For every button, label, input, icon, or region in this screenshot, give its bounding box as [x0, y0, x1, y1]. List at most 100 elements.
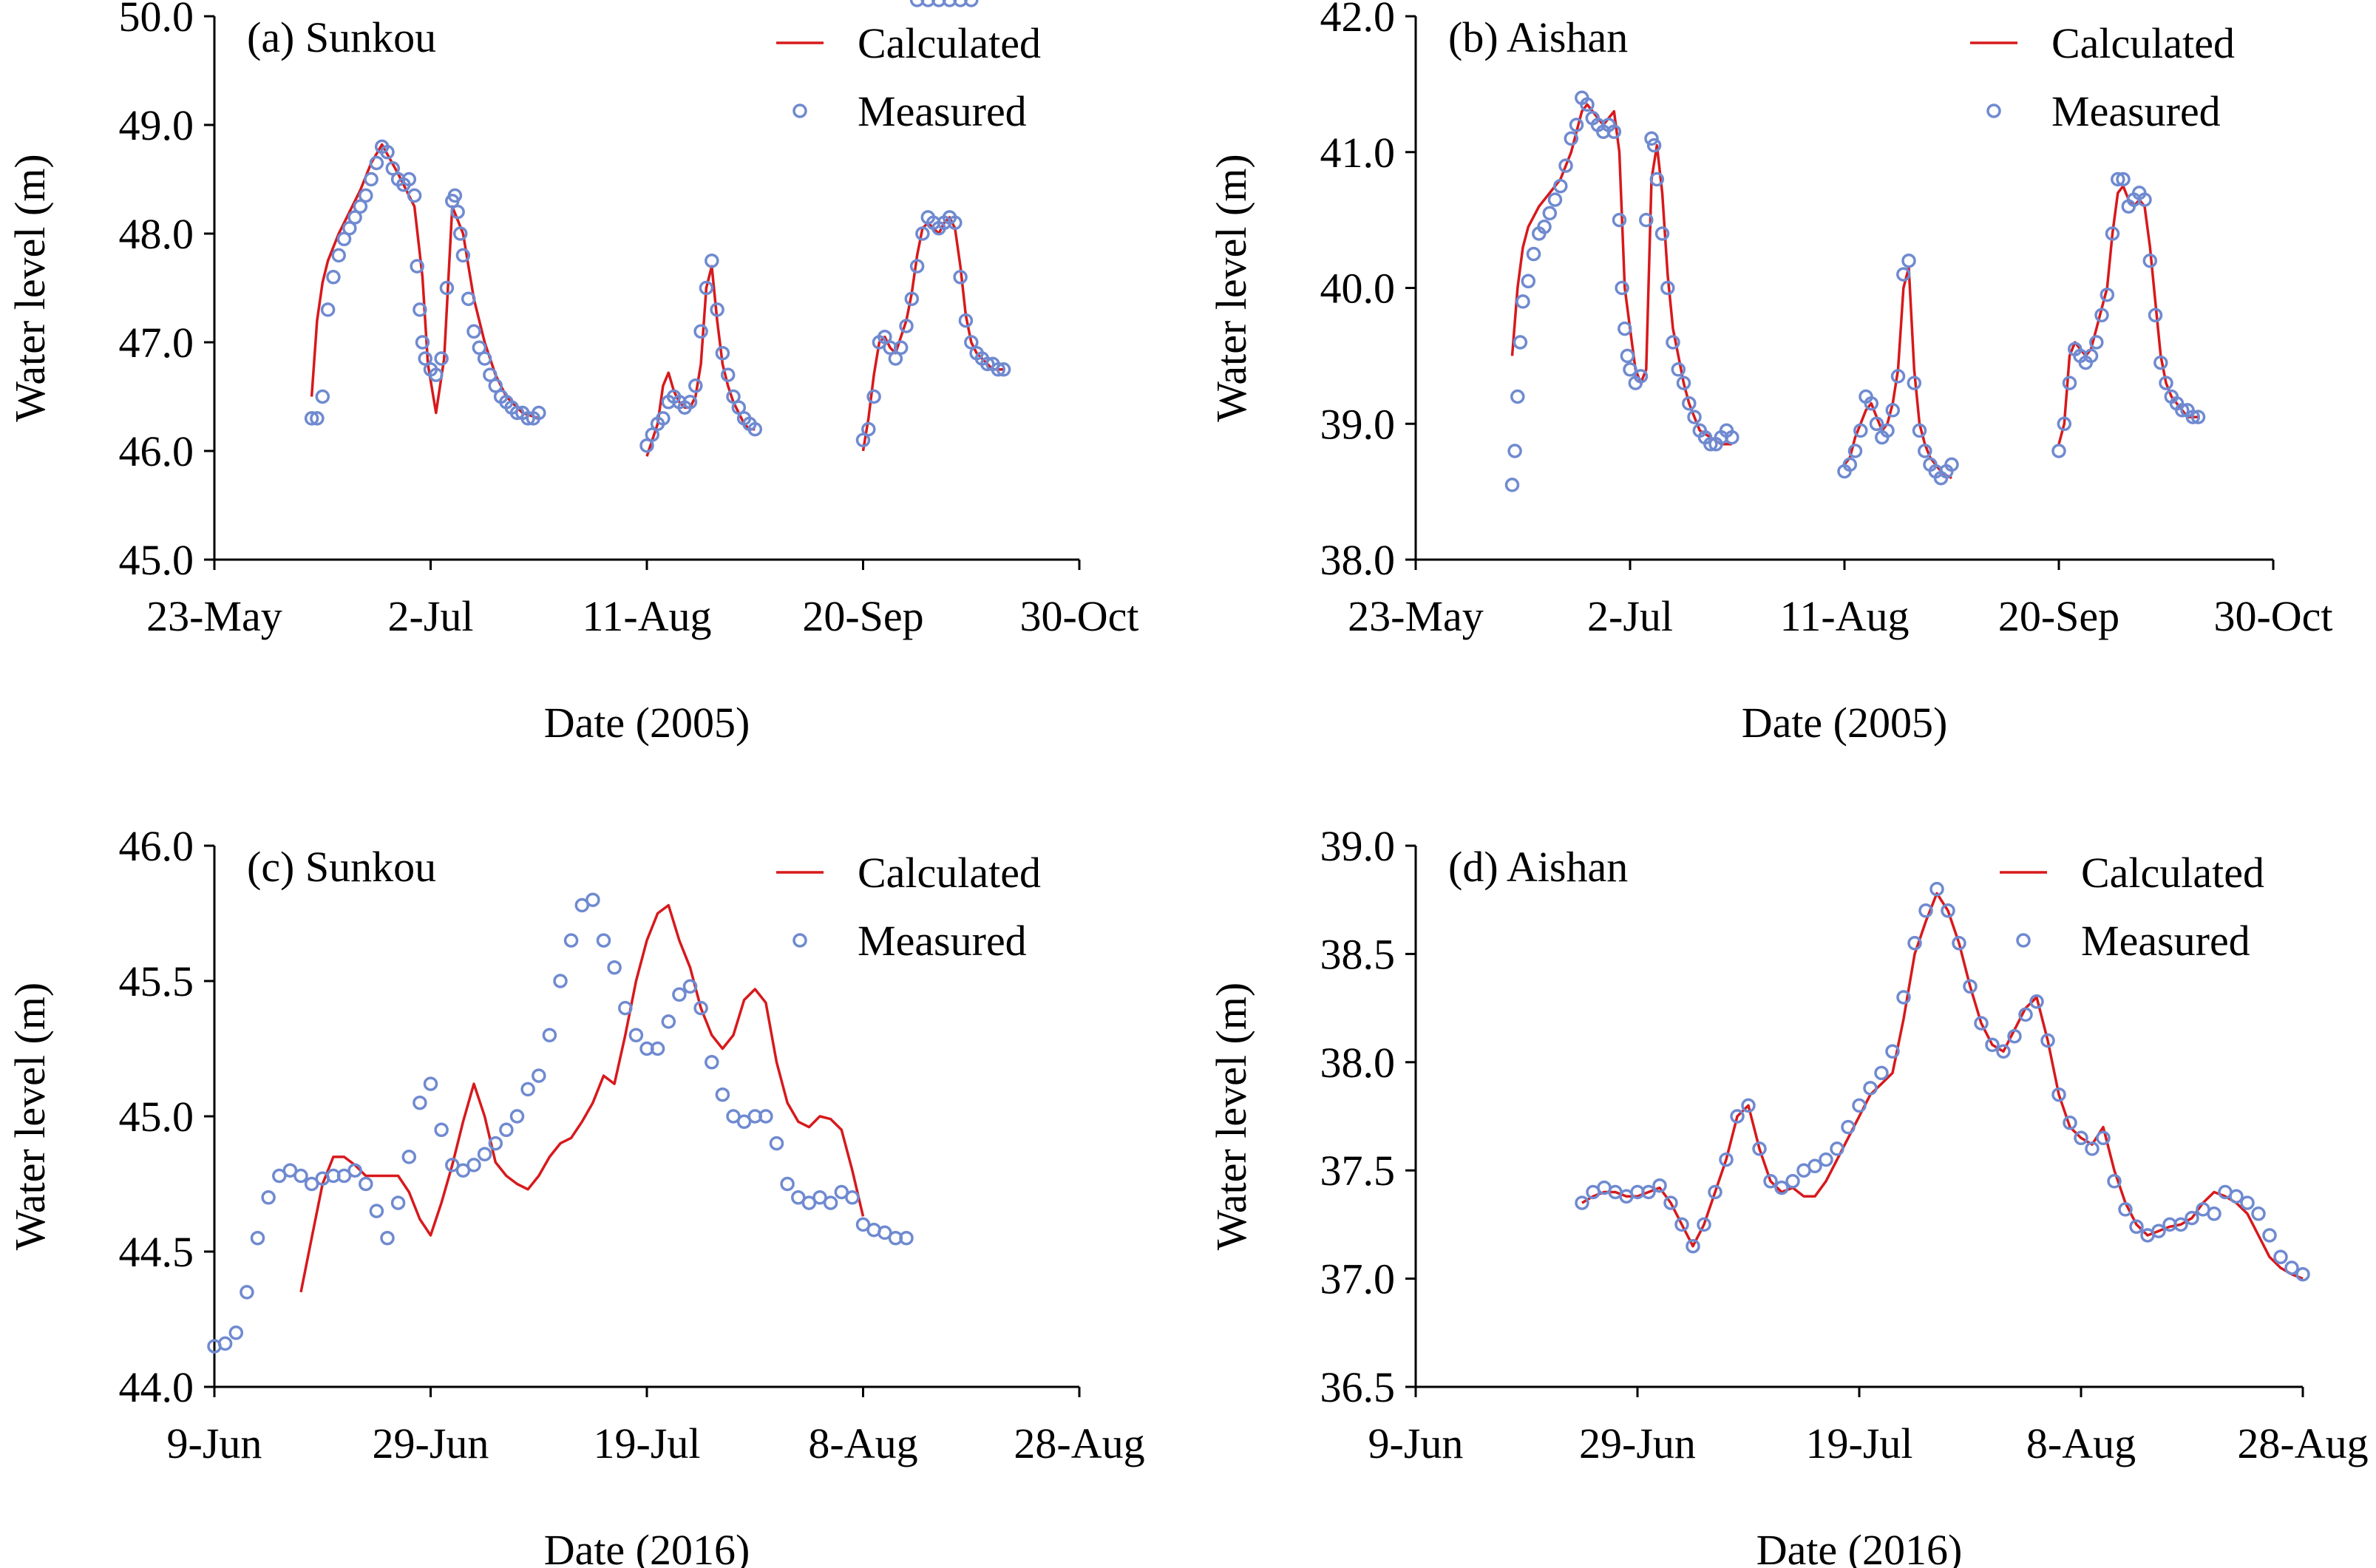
legend-measured-swatch — [1986, 103, 2001, 118]
measured-point — [2229, 1189, 2244, 1204]
measured-point — [893, 340, 909, 356]
calculated-series-line — [1581, 892, 2304, 1280]
measured-point — [1880, 423, 1895, 438]
measured-point — [693, 324, 708, 339]
measured-point — [705, 1055, 719, 1070]
measured-point — [434, 1122, 449, 1138]
measured-point — [1660, 280, 1675, 296]
measured-point — [461, 291, 476, 306]
measured-point — [888, 351, 903, 366]
measured-point — [2051, 444, 2066, 458]
measured-point — [585, 892, 600, 907]
measured-point — [2007, 1028, 2022, 1044]
measured-point — [682, 979, 698, 994]
panel-title: (b) Aishan — [1448, 13, 1628, 61]
measured-point — [769, 1136, 784, 1151]
measured-point — [878, 329, 892, 345]
measured-point — [2100, 287, 2115, 302]
legend-calculated-label: Calculated — [858, 849, 1041, 897]
measured-point — [1623, 362, 1637, 377]
measured-point — [293, 1168, 308, 1184]
measured-point — [2029, 994, 2044, 1009]
legend-measured-label: Measured — [858, 87, 1027, 135]
y-axis-title: Water level (m) — [1207, 982, 1255, 1250]
x-axis-title: Date (2005) — [1742, 699, 1948, 747]
calculated-series-line — [861, 216, 1004, 452]
measured-point — [715, 345, 730, 361]
measured-point — [710, 302, 724, 317]
measured-point — [353, 199, 368, 214]
measured-point — [1918, 903, 1933, 918]
measured-point — [909, 0, 925, 7]
x-tick-label: 8-Aug — [808, 1419, 917, 1467]
measured-point — [715, 1087, 730, 1102]
measured-point — [347, 210, 362, 225]
measured-point — [2085, 1141, 2100, 1156]
measured-point — [618, 1000, 633, 1016]
x-tick-label: 29-Jun — [373, 1419, 489, 1467]
measured-point — [347, 1163, 362, 1178]
measured-point — [1941, 903, 1955, 918]
measured-point — [2137, 192, 2152, 207]
measured-point — [904, 291, 920, 306]
measured-point — [1912, 423, 1927, 438]
measured-point — [964, 335, 979, 350]
measured-point — [542, 1028, 557, 1042]
measured-point — [1564, 131, 1579, 146]
measured-point — [2284, 1260, 2299, 1275]
y-tick-label: 45.5 — [119, 957, 194, 1005]
measured-point — [1996, 1044, 2011, 1059]
measured-point — [310, 411, 325, 426]
measured-point — [217, 1336, 233, 1351]
measured-point — [1907, 936, 1922, 951]
x-axis-title: Date (2016) — [1756, 1526, 1963, 1568]
measured-point — [1963, 979, 1978, 994]
measured-point — [672, 987, 687, 1002]
y-tick-label: 38.0 — [1320, 536, 1396, 584]
legend-measured-swatch — [2016, 933, 2031, 948]
measured-point — [2094, 308, 2109, 323]
measured-point — [272, 1168, 287, 1184]
measured-point — [2273, 1249, 2288, 1265]
measured-point — [282, 1163, 298, 1178]
legend-calculated-label: Calculated — [2081, 849, 2264, 897]
measured-point — [2063, 1116, 2077, 1130]
y-tick-label: 42.0 — [1320, 0, 1396, 41]
measured-point — [1907, 376, 1922, 390]
measured-point — [2116, 172, 2131, 187]
measured-point — [855, 1217, 871, 1232]
x-tick-label: 30-Oct — [2213, 592, 2332, 640]
measured-point — [1507, 444, 1522, 458]
measured-point — [369, 1204, 384, 1218]
measured-point — [834, 1184, 849, 1200]
measured-point — [2111, 172, 2125, 187]
measured-point — [2051, 1087, 2066, 1102]
measured-point — [369, 155, 384, 171]
measured-point — [423, 1076, 438, 1091]
measured-point — [964, 0, 979, 7]
measured-point — [899, 319, 914, 333]
y-tick-label: 49.0 — [119, 101, 194, 149]
measured-point — [1547, 192, 1563, 207]
measured-point — [1575, 1195, 1589, 1210]
measured-point — [477, 351, 492, 366]
measured-point — [472, 340, 487, 356]
measured-point — [315, 389, 330, 404]
measured-point — [2262, 1228, 2277, 1243]
measured-point — [429, 367, 444, 382]
measured-point — [747, 421, 763, 437]
measured-point — [488, 379, 503, 393]
measured-point — [434, 351, 449, 366]
measured-point — [2096, 1130, 2111, 1146]
measured-point — [331, 248, 346, 263]
measured-point — [1885, 403, 1901, 418]
measured-point — [2151, 1223, 2166, 1238]
measured-point — [1513, 335, 1528, 350]
x-tick-label: 11-Aug — [1779, 592, 1909, 640]
measured-point — [991, 362, 1006, 377]
x-tick-label: 19-Jul — [594, 1419, 701, 1467]
y-tick-label: 37.0 — [1320, 1255, 1396, 1303]
measured-point — [899, 1230, 914, 1246]
measured-point — [304, 411, 319, 426]
